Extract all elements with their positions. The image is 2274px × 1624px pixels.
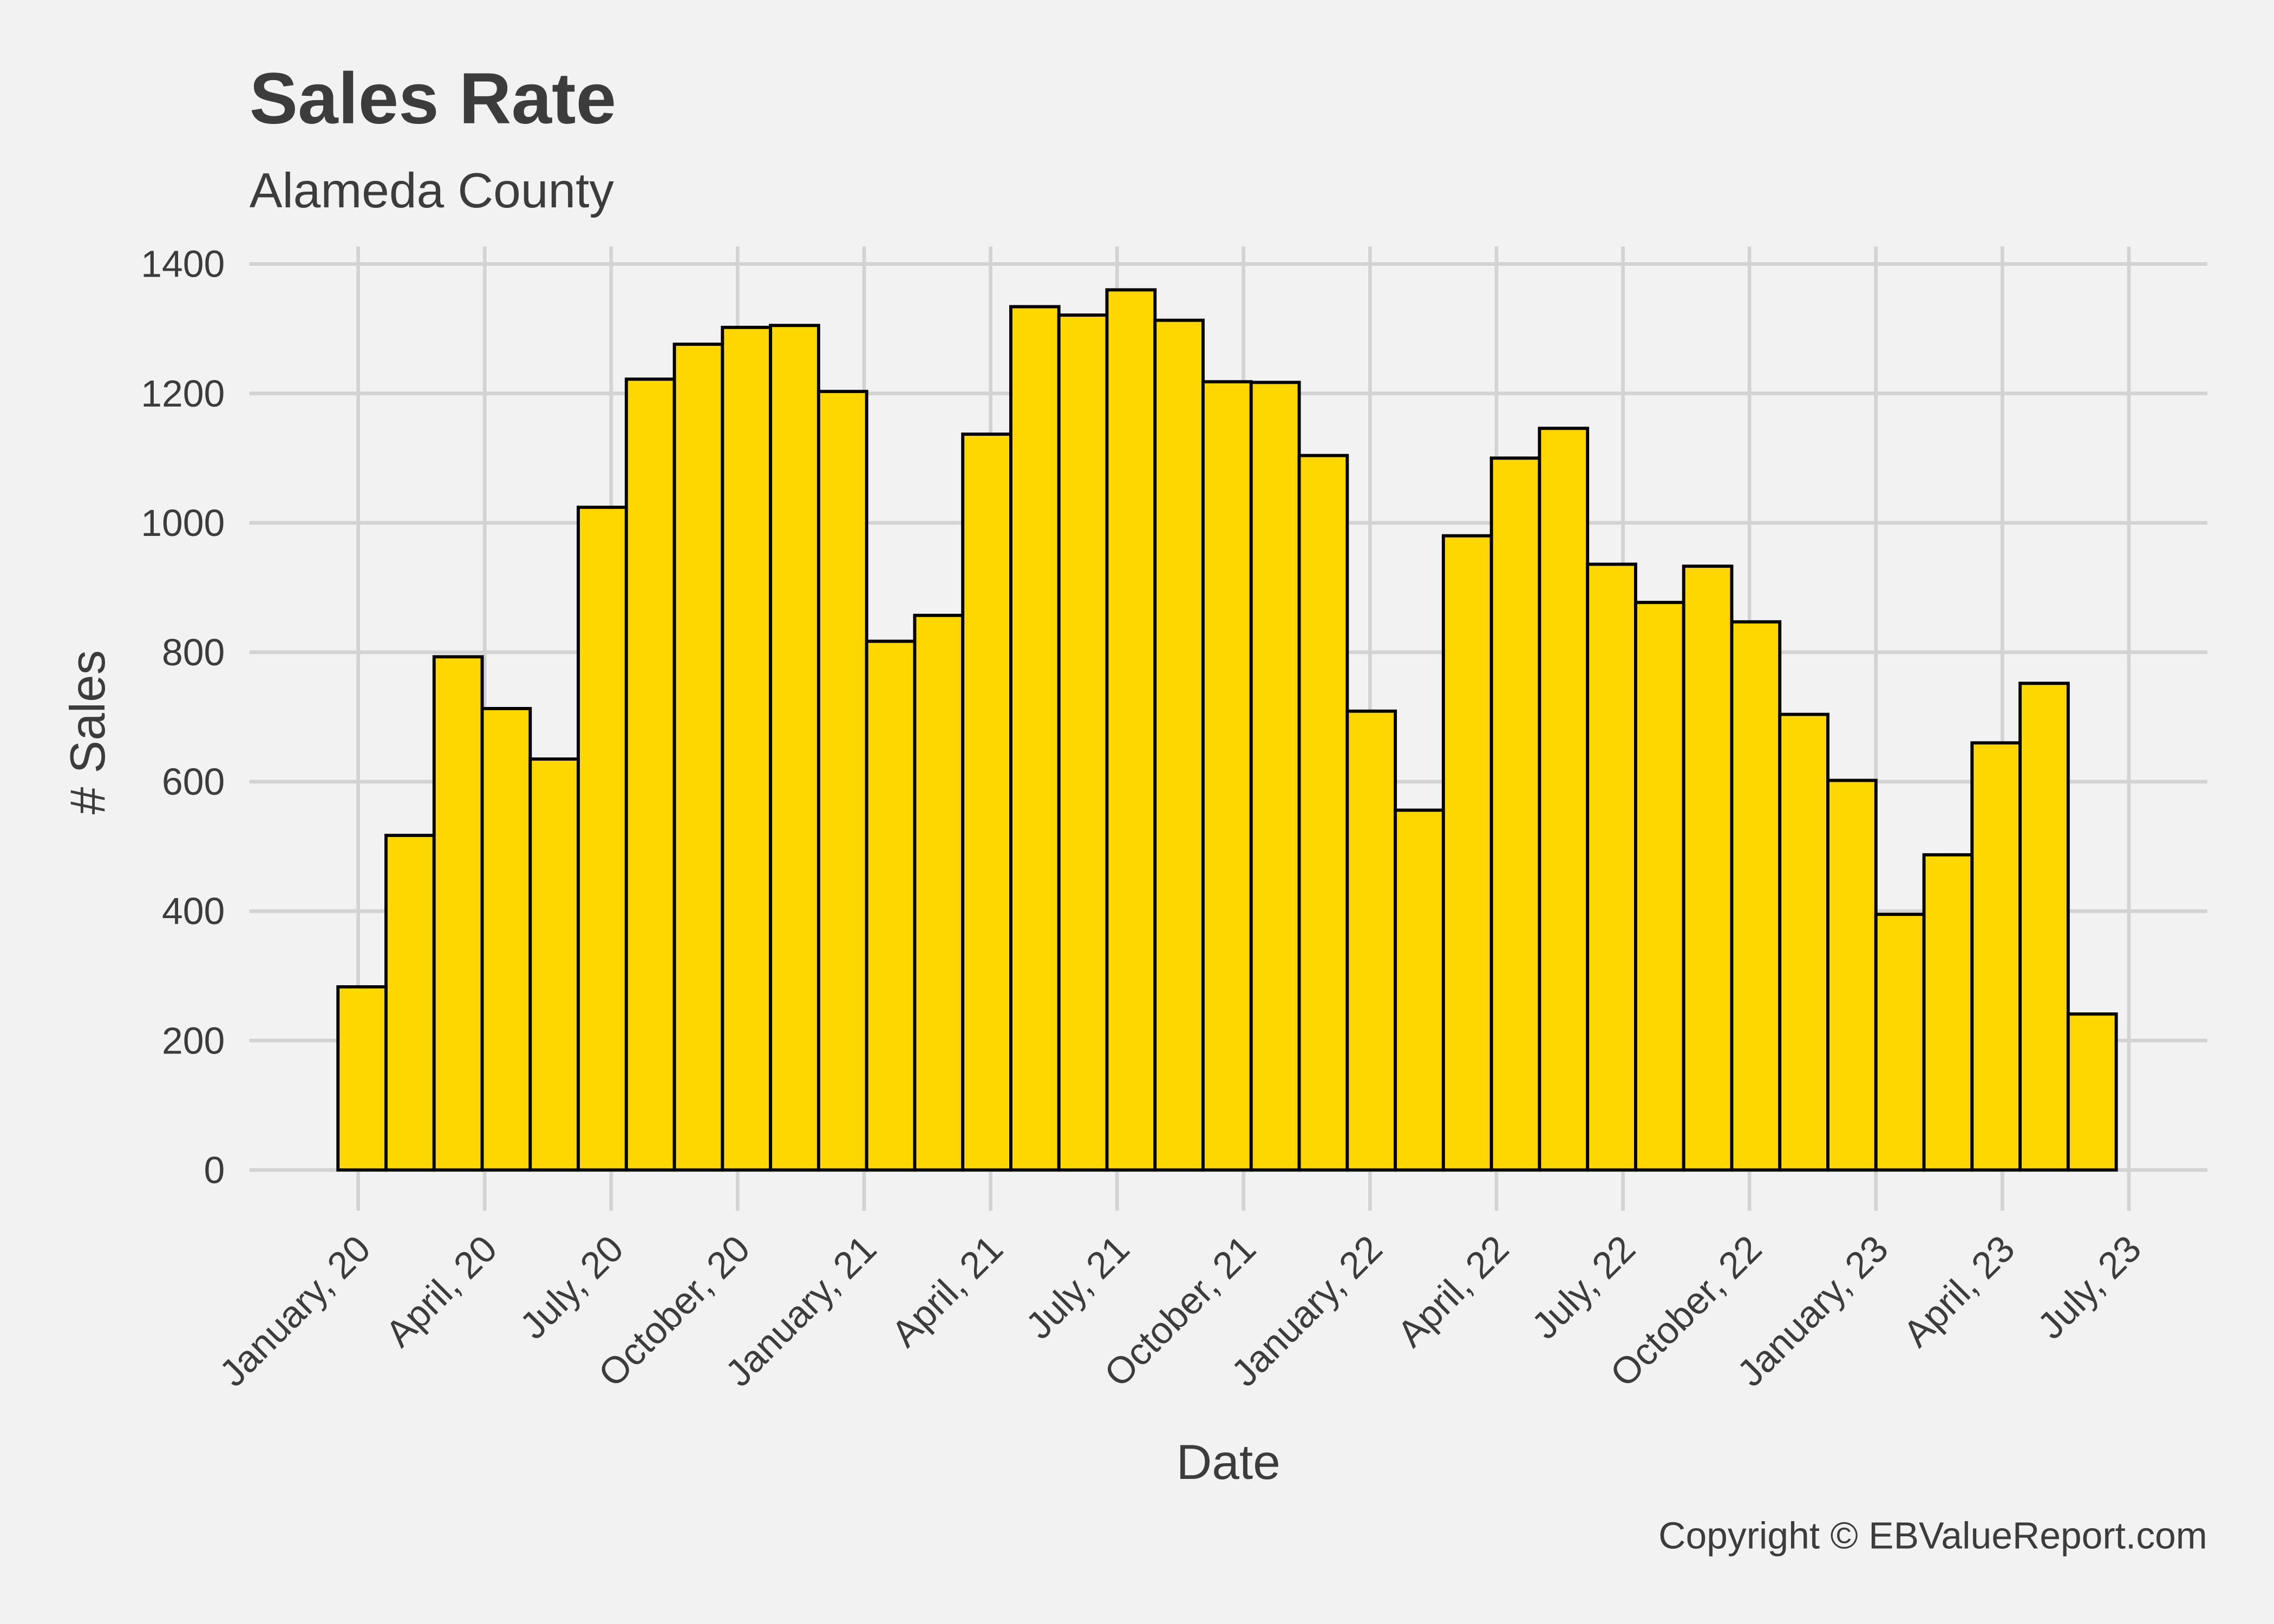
bar	[1586, 562, 1637, 1172]
bar	[1489, 456, 1541, 1172]
y-tick-label: 1200	[141, 372, 225, 415]
bar	[1538, 427, 1590, 1172]
bar	[1057, 313, 1109, 1172]
x-axis-title: Date	[1177, 1435, 1280, 1490]
bar	[721, 325, 773, 1172]
bars	[336, 288, 2118, 1172]
y-tick-label: 600	[162, 761, 225, 803]
bar	[865, 639, 917, 1172]
bar	[1394, 808, 1445, 1172]
y-axis-title: # Sales	[61, 650, 115, 815]
copyright: Copyright © EBValueReport.com	[1658, 1515, 2207, 1557]
y-tick-label: 400	[162, 890, 225, 932]
bar	[1153, 318, 1205, 1172]
chart-subtitle: Alameda County	[250, 163, 615, 218]
bar	[1970, 741, 2022, 1172]
bar	[913, 613, 965, 1172]
bar	[672, 342, 724, 1172]
bar	[1826, 778, 1878, 1172]
bar	[2018, 682, 2070, 1172]
bar	[384, 834, 436, 1172]
bar	[2066, 1012, 2118, 1172]
y-tick-label: 200	[162, 1019, 225, 1062]
bar	[1778, 712, 1829, 1172]
bar	[1441, 534, 1493, 1172]
bar	[1201, 380, 1253, 1172]
y-tick-label: 0	[204, 1149, 225, 1191]
bar	[961, 433, 1012, 1172]
bar	[577, 506, 628, 1172]
bar	[480, 706, 532, 1172]
bar	[1874, 913, 1926, 1172]
bar	[1249, 381, 1301, 1172]
bar	[816, 390, 868, 1172]
bar	[1297, 454, 1349, 1172]
bar	[1633, 600, 1685, 1172]
y-tick-label: 1400	[141, 243, 225, 285]
bar	[624, 377, 676, 1172]
bar	[432, 655, 484, 1172]
bar	[1922, 853, 1974, 1172]
chart-title: Sales Rate	[250, 58, 616, 139]
bar	[769, 324, 820, 1172]
bar	[1009, 305, 1061, 1172]
bar	[528, 757, 580, 1172]
bar	[1105, 288, 1157, 1172]
y-tick-label: 1000	[141, 502, 225, 544]
bar	[1730, 620, 1782, 1172]
bar	[336, 985, 388, 1172]
y-tick-label: 800	[162, 631, 225, 673]
bar	[1345, 709, 1397, 1172]
bar	[1682, 564, 1734, 1172]
